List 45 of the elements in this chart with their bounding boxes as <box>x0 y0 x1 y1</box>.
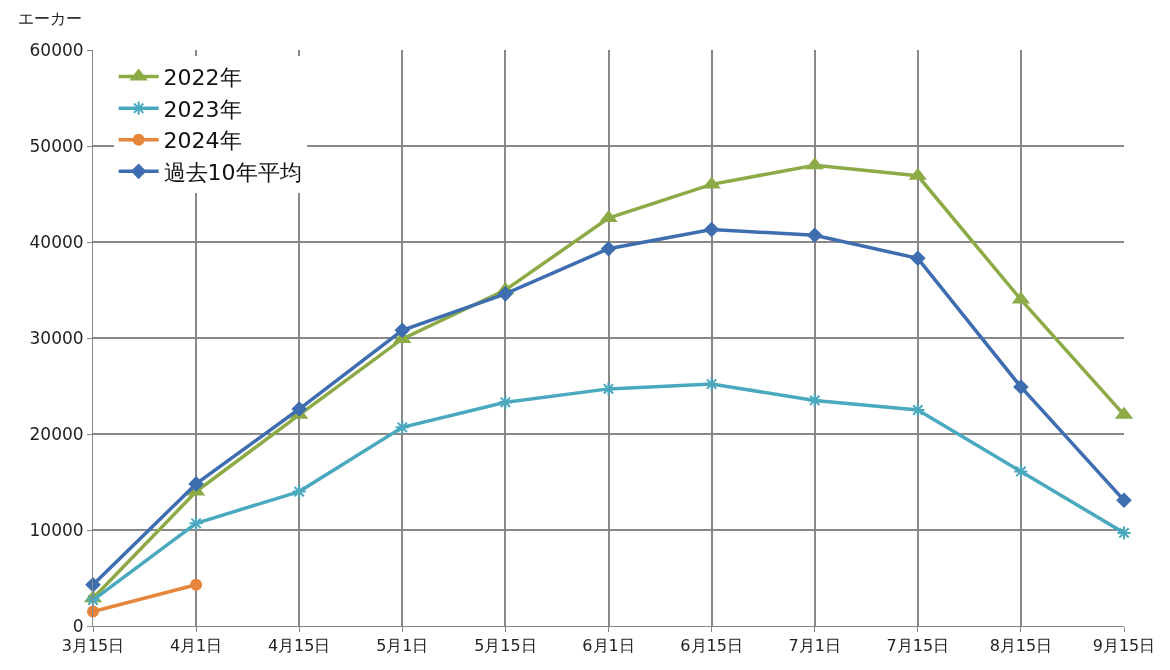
x-tick-label: 7月1日 <box>788 636 841 656</box>
legend-label: 2024年 <box>163 128 242 154</box>
point <box>291 484 307 500</box>
x-tick-label: 4月1日 <box>169 636 223 656</box>
point <box>1116 525 1132 541</box>
point <box>1013 463 1029 480</box>
y-tick-label: 60000 <box>29 39 84 60</box>
y-tick-label: 10000 <box>29 519 84 540</box>
y-tick-label: 40000 <box>29 231 84 252</box>
point <box>188 476 204 492</box>
x-tick-label: 9月15日 <box>1092 636 1156 656</box>
y-tick-label: 50000 <box>29 135 84 156</box>
point <box>807 392 823 408</box>
point <box>704 376 720 392</box>
point <box>806 227 823 244</box>
point <box>910 402 926 418</box>
point <box>600 240 617 257</box>
x-tick-label: 6月1日 <box>582 636 635 656</box>
x-tick-label: 6月15日 <box>680 636 743 656</box>
x-tick-label: 8月15日 <box>989 636 1053 656</box>
point <box>291 401 307 417</box>
point <box>394 419 410 435</box>
legend-label: 過去10年平均 <box>163 159 302 185</box>
legend-label: 2023年 <box>163 96 242 122</box>
legend-label: 2022年 <box>163 65 242 91</box>
point <box>703 221 720 238</box>
point <box>85 576 101 593</box>
y-tick-label: 20000 <box>29 423 84 444</box>
point <box>910 250 926 267</box>
point <box>394 322 411 339</box>
point <box>190 578 203 591</box>
y-axis-title: エーカー <box>18 9 82 28</box>
point <box>188 515 204 531</box>
point <box>85 592 101 608</box>
point <box>497 394 513 410</box>
x-tick-label: 7月15日 <box>886 636 950 656</box>
x-tick-label: 3月15日 <box>61 636 125 656</box>
point <box>1013 379 1029 395</box>
y-tick-label: 0 <box>72 615 84 636</box>
x-tick-label: 5月1日 <box>376 636 429 656</box>
point <box>1116 492 1132 509</box>
x-tick-label: 4月15日 <box>267 636 331 656</box>
point <box>497 286 514 302</box>
x-tick-label: 5月15日 <box>474 636 537 656</box>
y-tick-label: 30000 <box>29 327 84 348</box>
